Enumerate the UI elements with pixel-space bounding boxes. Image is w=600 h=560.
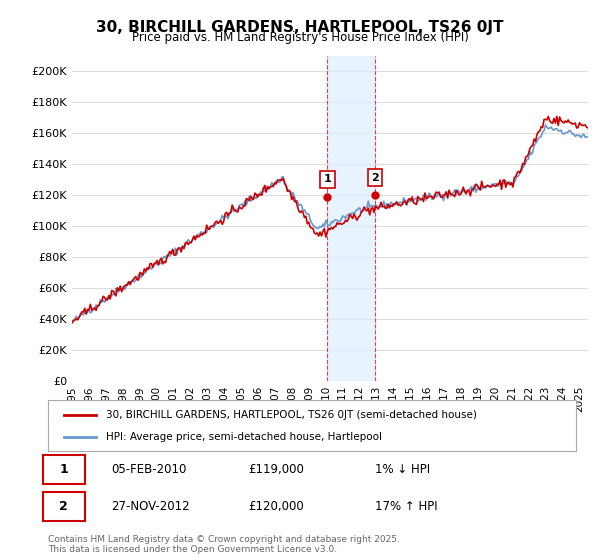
Text: 27-NOV-2012: 27-NOV-2012 — [112, 500, 190, 512]
Text: Price paid vs. HM Land Registry's House Price Index (HPI): Price paid vs. HM Land Registry's House … — [131, 31, 469, 44]
Text: 2: 2 — [371, 173, 379, 183]
Text: 1: 1 — [323, 174, 331, 184]
Text: 17% ↑ HPI: 17% ↑ HPI — [376, 500, 438, 512]
FancyBboxPatch shape — [43, 455, 85, 484]
Bar — [327, 56, 375, 381]
Text: 2: 2 — [59, 500, 68, 512]
Text: 30, BIRCHILL GARDENS, HARTLEPOOL, TS26 0JT: 30, BIRCHILL GARDENS, HARTLEPOOL, TS26 0… — [96, 20, 504, 35]
Text: 05-FEB-2010: 05-FEB-2010 — [112, 463, 187, 476]
Text: 1% ↓ HPI: 1% ↓ HPI — [376, 463, 430, 476]
Text: 1: 1 — [59, 463, 68, 476]
Text: Contains HM Land Registry data © Crown copyright and database right 2025.
This d: Contains HM Land Registry data © Crown c… — [48, 535, 400, 554]
Text: HPI: Average price, semi-detached house, Hartlepool: HPI: Average price, semi-detached house,… — [106, 432, 382, 442]
Text: £119,000: £119,000 — [248, 463, 305, 476]
Text: 30, BIRCHILL GARDENS, HARTLEPOOL, TS26 0JT (semi-detached house): 30, BIRCHILL GARDENS, HARTLEPOOL, TS26 0… — [106, 409, 477, 419]
FancyBboxPatch shape — [43, 492, 85, 521]
Text: £120,000: £120,000 — [248, 500, 304, 512]
